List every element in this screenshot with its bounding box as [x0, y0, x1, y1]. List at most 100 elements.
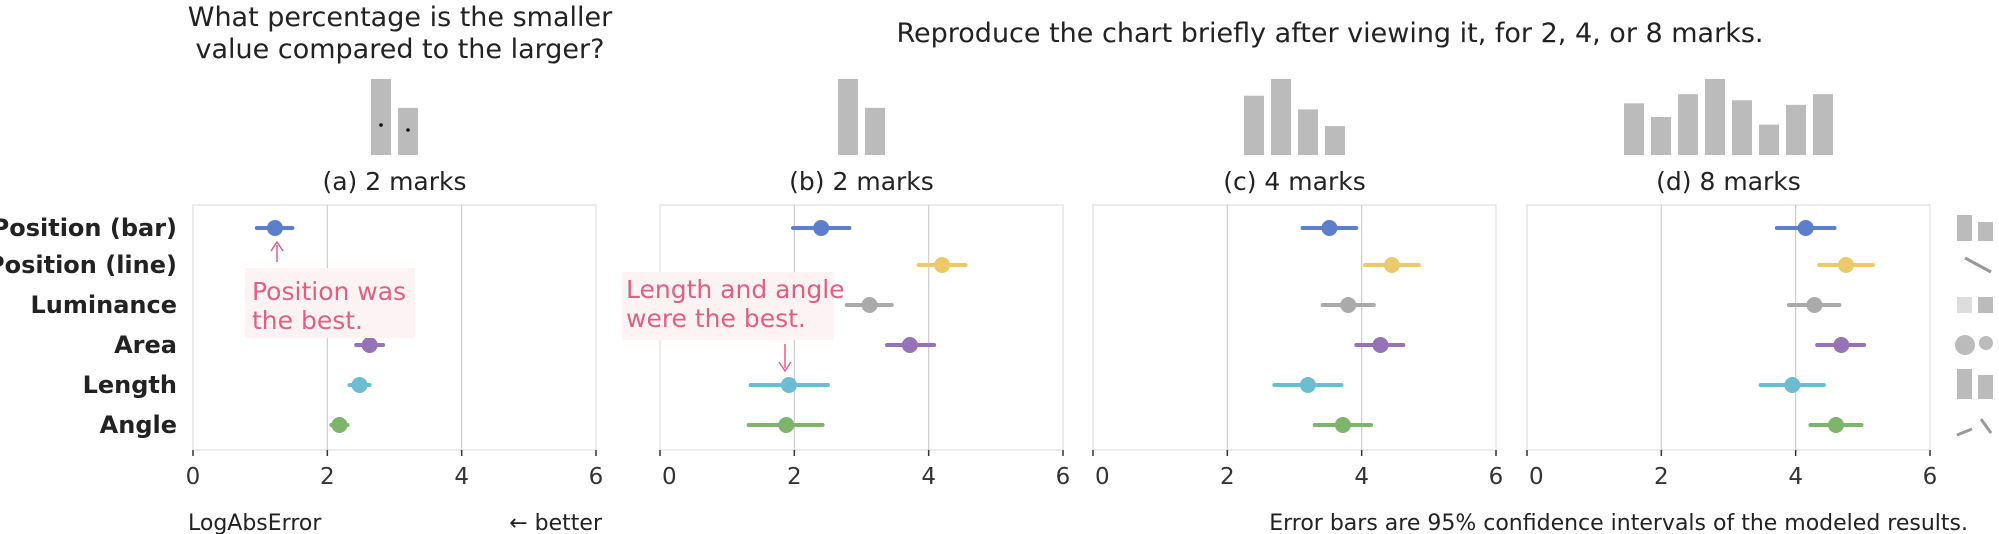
point-length: [1784, 377, 1801, 393]
tick-label: 0: [662, 464, 677, 490]
row-label-angle: Angle: [100, 411, 177, 439]
tick-label: 0: [186, 464, 201, 490]
question-title-line-1: What percentage is the smaller: [188, 2, 613, 33]
tick-label: 4: [454, 464, 469, 490]
panel-c: (c) 4 marks 0 2 4 6: [1092, 79, 1504, 490]
tick-label: 6: [1056, 464, 1071, 490]
tick-label: 2: [1654, 464, 1669, 490]
point-length: [780, 377, 797, 393]
marked-dot: [406, 128, 410, 132]
point-area: [901, 337, 918, 353]
tick-label: 4: [921, 464, 936, 490]
encoding-legend-icons: [1955, 215, 1993, 437]
footnote: Error bars are 95% confidence intervals …: [1269, 511, 1968, 534]
area-icon: [1979, 336, 1993, 350]
point-area: [1833, 337, 1850, 353]
panel-frame: [1092, 204, 1497, 451]
point-luminance: [1806, 297, 1823, 313]
angle-icon: [1956, 427, 1973, 437]
annotation-text: were the best.: [626, 304, 806, 333]
row-label-luminance: Luminance: [31, 291, 177, 319]
tick-label: 0: [1529, 464, 1544, 490]
panel-label: (d) 8 marks: [1656, 167, 1801, 196]
example-bar: [1651, 117, 1671, 155]
row-labels: Position (bar) Position (line) Luminance Ar…: [0, 214, 177, 439]
tick-label: 4: [1354, 464, 1369, 490]
row-label-length: Length: [83, 371, 177, 399]
marked-dot: [379, 123, 383, 127]
panel-d: (d) 8 marks 0 2 4 6: [1526, 79, 1938, 490]
example-bar: [1678, 94, 1698, 155]
bar-icon: [1957, 215, 1972, 241]
bar-icon: [1978, 222, 1993, 241]
point-angle: [1827, 417, 1844, 433]
annotation-text: Position was: [252, 277, 406, 306]
angle-icon: [1979, 418, 1993, 434]
tick-label: 6: [1923, 464, 1938, 490]
question-title-line-2: value compared to the larger?: [196, 34, 605, 65]
point-area: [361, 337, 378, 353]
tick-label: 4: [1788, 464, 1803, 490]
annotation-text: the best.: [252, 306, 363, 335]
point-position-line: [934, 257, 951, 273]
panel-a: (a) 2 marks 0 2 4 6: [186, 79, 604, 490]
example-bar: [1759, 124, 1779, 155]
point-length: [351, 377, 368, 393]
panel-frame: [1526, 204, 1931, 451]
example-bar: [1813, 94, 1833, 155]
point-length: [1299, 377, 1316, 393]
point-position-bar: [266, 220, 283, 236]
tick-label: 6: [1489, 464, 1504, 490]
example-bar: [371, 79, 391, 155]
example-bar: [1732, 100, 1752, 155]
tick-label: 6: [589, 464, 604, 490]
point-position-line: [1383, 257, 1400, 273]
tick-label: 0: [1095, 464, 1110, 490]
better-label: ← better: [509, 511, 603, 534]
example-bar: [1244, 95, 1264, 155]
point-luminance: [861, 297, 878, 313]
example-bar: [1624, 103, 1644, 155]
example-bar: [1325, 126, 1345, 155]
point-position-bar: [1797, 220, 1814, 236]
point-luminance: [1340, 297, 1357, 313]
line-icon: [1964, 256, 1992, 274]
point-position-bar: [813, 220, 830, 236]
example-bar: [838, 79, 858, 155]
example-bar: [1298, 109, 1318, 155]
row-label-position-bar: Position (bar): [0, 214, 177, 242]
x-axis-label: LogAbsError: [188, 511, 322, 534]
luminance-icon: [1957, 297, 1972, 313]
tick-label: 2: [1220, 464, 1235, 490]
annotation-arrow: [778, 361, 792, 373]
tick-label: 2: [320, 464, 335, 490]
point-position-bar: [1321, 220, 1338, 236]
panel-label: (a) 2 marks: [322, 167, 466, 196]
annotation-box: [245, 268, 415, 338]
panel-frame: [192, 204, 597, 451]
annotation-box: [622, 272, 834, 340]
point-position-line: [1838, 257, 1855, 273]
example-bar: [865, 107, 885, 155]
length-icon: [1978, 375, 1993, 399]
point-angle: [331, 417, 348, 433]
annotation-text: Length and angle: [626, 275, 845, 304]
reproduce-title: Reproduce the chart briefly after viewin…: [896, 18, 1763, 49]
example-bar: [1705, 79, 1725, 155]
length-icon: [1957, 369, 1972, 399]
point-area: [1372, 337, 1389, 353]
point-angle: [1334, 417, 1351, 433]
panel-label: (c) 4 marks: [1223, 167, 1366, 196]
example-bar: [1786, 104, 1806, 155]
example-bar: [1271, 79, 1291, 155]
row-label-area: Area: [114, 331, 177, 359]
point-angle: [778, 417, 795, 433]
row-label-position-line: Position (line): [0, 251, 177, 279]
annotation-arrow: [270, 240, 284, 252]
area-icon: [1955, 335, 1975, 355]
tick-label: 2: [787, 464, 802, 490]
panel-label: (b) 2 marks: [789, 167, 934, 196]
